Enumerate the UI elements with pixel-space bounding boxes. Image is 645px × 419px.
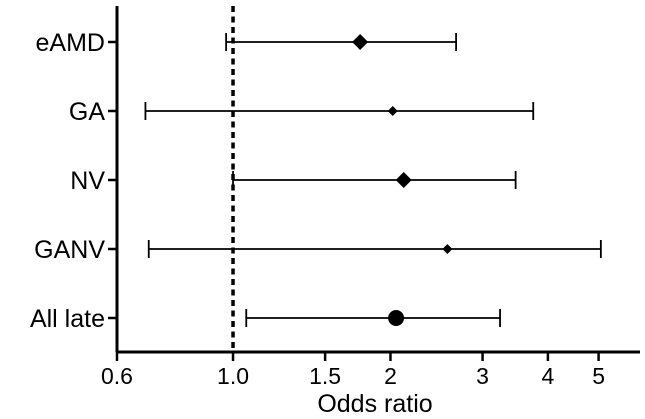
x-axis-title: Odds ratio (317, 390, 432, 418)
x-tick-label: 3 (476, 363, 489, 389)
x-tick-label: 2 (384, 363, 397, 389)
x-tick-label: 1.0 (217, 363, 249, 389)
x-tick-label: 1.5 (309, 363, 341, 389)
estimate-marker (388, 310, 405, 326)
x-tick-label: 5 (592, 363, 605, 389)
category-label: All late (30, 305, 105, 333)
category-label: GA (69, 98, 105, 126)
category-label: GANV (34, 236, 105, 264)
estimate-marker (442, 244, 453, 254)
estimate-marker (387, 106, 398, 116)
x-tick-label: 0.6 (101, 363, 133, 389)
category-label: eAMD (36, 29, 105, 57)
plot-area (144, 6, 602, 352)
estimate-marker (352, 34, 369, 50)
category-label: NV (70, 167, 105, 195)
estimate-marker (395, 172, 412, 188)
x-tick-label: 4 (542, 363, 555, 389)
